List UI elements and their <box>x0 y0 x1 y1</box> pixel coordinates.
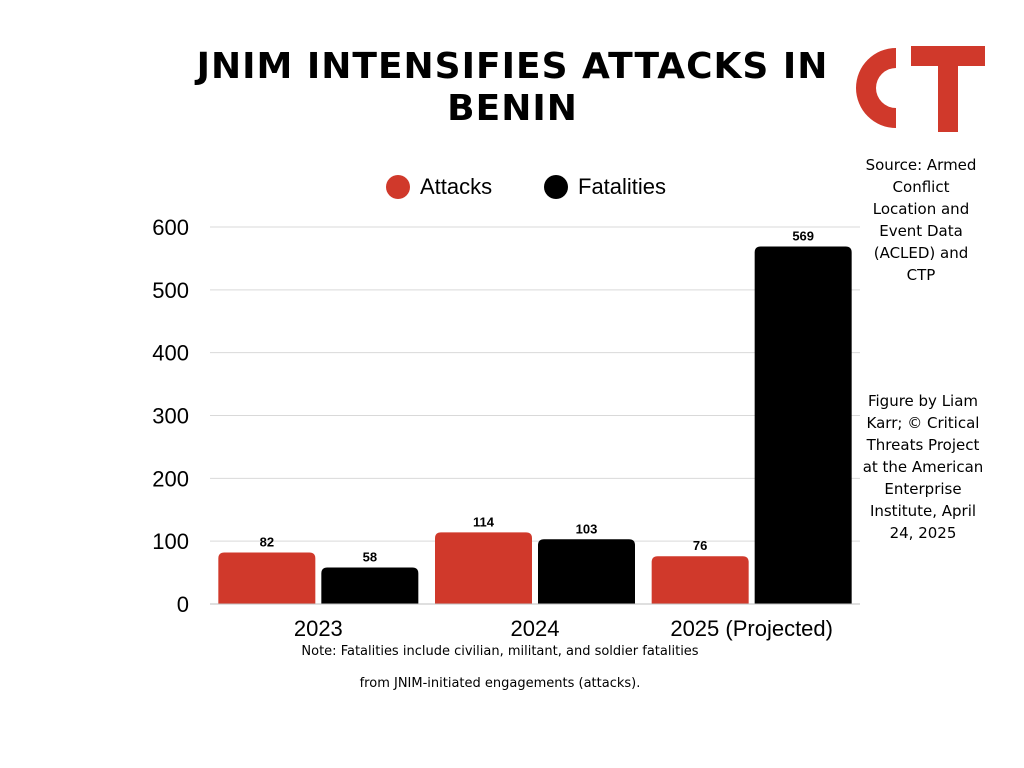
data-label-attacks: 76 <box>693 538 707 553</box>
y-tick-label: 600 <box>152 215 189 240</box>
legend-swatch-fatalities <box>544 175 568 199</box>
data-label-attacks: 82 <box>260 534 274 549</box>
y-tick-label: 200 <box>152 466 189 491</box>
x-tick-label: 2024 <box>511 616 560 641</box>
data-label-fatalities: 569 <box>792 228 814 243</box>
bar-fatalities <box>754 246 852 604</box>
data-label-fatalities: 103 <box>576 521 598 536</box>
data-label-attacks: 114 <box>473 514 495 529</box>
source-note: Source: Armed Conflict Location and Even… <box>865 156 977 284</box>
bar-attacks <box>218 552 316 604</box>
legend-label-attacks: Attacks <box>420 174 493 199</box>
bar-attacks <box>435 532 532 604</box>
y-tick-label: 300 <box>152 404 189 429</box>
legend-item-attacks: Attacks <box>386 172 492 202</box>
y-tick-label: 500 <box>152 278 189 303</box>
x-tick-label: 2023 <box>294 616 343 641</box>
legend-swatch-attacks <box>386 175 410 199</box>
y-tick-label: 400 <box>152 341 189 366</box>
x-tick-label: 2025 (Projected) <box>670 616 833 641</box>
chart-title: JNIM INTENSIFIES ATTACKS IN BENIN <box>196 46 829 129</box>
ct-logo <box>856 46 985 132</box>
bar-fatalities <box>538 539 635 604</box>
legend-item-fatalities: Fatalities <box>544 172 666 202</box>
bar-attacks <box>651 556 749 604</box>
bar-fatalities <box>321 567 419 604</box>
credit-note: Figure by Liam Karr; © Critical Threats … <box>862 392 984 542</box>
legend-label-fatalities: Fatalities <box>578 174 667 199</box>
y-tick-label: 100 <box>152 529 189 554</box>
footnote-line-1: Note: Fatalities include civilian, milit… <box>301 644 699 659</box>
footnote-line-2: from JNIM-initiated engagements (attacks… <box>359 676 641 691</box>
data-label-fatalities: 58 <box>363 550 377 565</box>
y-tick-label: 0 <box>177 592 189 617</box>
